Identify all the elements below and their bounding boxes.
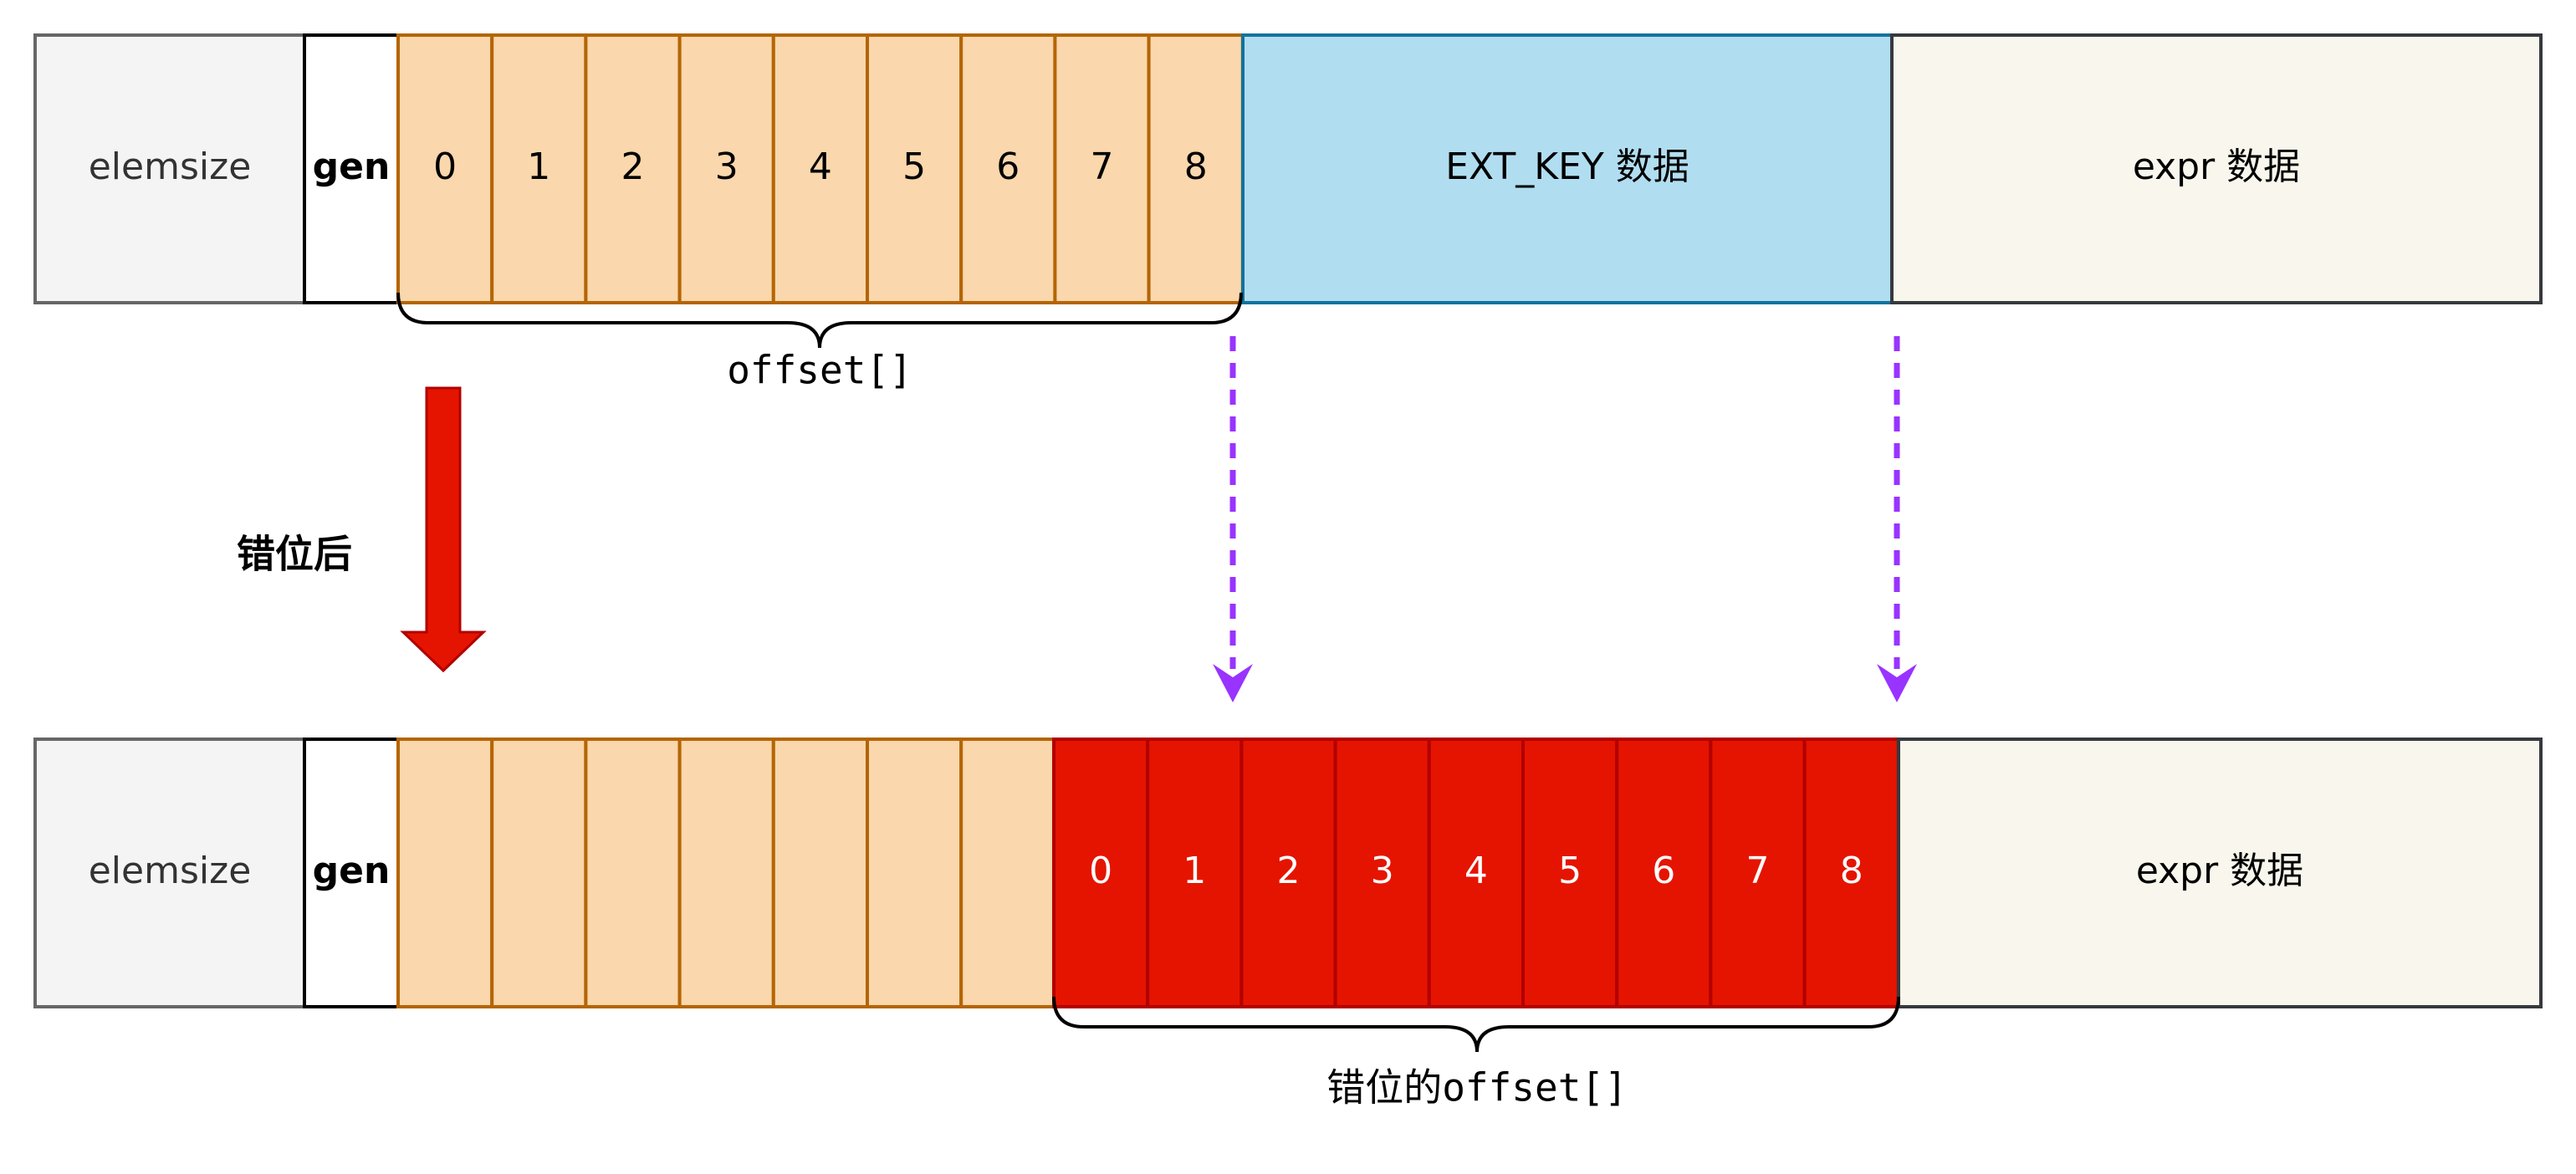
bottom-elemsize-label: elemsize [89, 850, 252, 892]
bottom-gen-label: gen [313, 850, 391, 892]
top-row: elemsize gen 0 1 2 3 4 5 6 7 8 EXT_KEY 数据 expr 数… [33, 33, 2543, 393]
top-offset-cell [866, 33, 963, 304]
bottom-shifted-offset-label: 5 [1558, 850, 1582, 892]
bottom-empty-offset-cell [490, 738, 588, 1008]
top-brace-label: offset[] [727, 348, 912, 393]
top-offset-label: 4 [809, 145, 832, 188]
top-offset-label: 0 [433, 145, 457, 188]
top-elemsize-label: elemsize [89, 145, 252, 188]
bottom-gen-cell [303, 738, 400, 1008]
bottom-shifted-offset-label: 0 [1089, 850, 1112, 892]
top-offset-label: 7 [1091, 145, 1114, 188]
shift-label: 错位后 [237, 532, 352, 577]
bottom-expr-label: expr 数据 [2136, 850, 2303, 892]
top-offset-cells: 0 1 2 3 4 5 6 7 8 [396, 33, 1245, 304]
top-brace [396, 292, 1243, 349]
bottom-shifted-offset-cell [1615, 738, 1713, 1008]
bottom-row: elemsize gen 0 1 2 3 4 5 6 7 8 expr 数据 错位的offset… [33, 738, 2543, 1110]
bottom-shifted-offset-cell [1802, 738, 1900, 1008]
bottom-shifted-offset-label: 3 [1371, 850, 1394, 892]
dashed-arrow-head-right [1877, 664, 1917, 702]
bottom-brace-label: 错位的offset[] [1326, 1065, 1628, 1110]
down-arrow-icon [400, 386, 487, 673]
bottom-expr-cell [1897, 738, 2543, 1008]
top-offset-label: 6 [996, 145, 1020, 188]
top-expr-cell [1890, 33, 2543, 304]
top-gen-cell [303, 33, 400, 304]
top-gen-label: gen [313, 145, 391, 188]
bottom-empty-offset-cell [771, 738, 869, 1008]
bottom-shifted-offset-label: 1 [1183, 850, 1206, 892]
bottom-empty-offset-cell [959, 738, 1057, 1008]
bottom-elemsize-cell [33, 738, 306, 1008]
bottom-empty-offset-cell [866, 738, 963, 1008]
bottom-shifted-offset-cell [1521, 738, 1619, 1008]
top-offset-label: 3 [715, 145, 739, 188]
bottom-shifted-offset-label: 2 [1277, 850, 1301, 892]
top-expr-label: expr 数据 [2133, 145, 2300, 188]
top-ext-key-cell [1241, 33, 1894, 304]
bottom-shifted-offset-label: 4 [1464, 850, 1488, 892]
top-offset-cell [396, 33, 494, 304]
bottom-empty-offset-cell [396, 738, 494, 1008]
top-offset-cell [584, 33, 682, 304]
bottom-shifted-offset-cell [1333, 738, 1431, 1008]
top-offset-cell [1053, 33, 1151, 304]
bottom-brace [1052, 996, 1900, 1053]
bottom-empty-offset-cell [584, 738, 682, 1008]
dashed-arrows [1213, 336, 1917, 702]
top-offset-cell [771, 33, 869, 304]
bottom-shifted-offset-cell [1709, 738, 1807, 1008]
bottom-shifted-offset-cell [1052, 738, 1150, 1008]
top-offset-cell [677, 33, 775, 304]
bottom-shifted-offset-cell [1146, 738, 1244, 1008]
top-offset-label: 1 [527, 145, 550, 188]
bottom-shifted-offset-cells: 0 1 2 3 4 5 6 7 8 [1052, 738, 1900, 1008]
dashed-arrow-head-left [1213, 664, 1253, 702]
top-offset-label: 2 [621, 145, 645, 188]
bottom-empty-offset-cells [396, 738, 1057, 1008]
top-ext-key-label: EXT_KEY 数据 [1445, 145, 1689, 188]
bottom-shifted-offset-cell [1239, 738, 1337, 1008]
bottom-shifted-offset-label: 7 [1746, 850, 1770, 892]
bottom-shifted-offset-label: 6 [1652, 850, 1675, 892]
top-elemsize-cell [33, 33, 306, 304]
top-offset-cell [959, 33, 1057, 304]
top-offset-label: 8 [1184, 145, 1208, 188]
shift-indicator: 错位后 [237, 386, 487, 673]
bottom-empty-offset-cell [677, 738, 775, 1008]
top-offset-label: 5 [902, 145, 926, 188]
bottom-shifted-offset-label: 8 [1840, 850, 1863, 892]
